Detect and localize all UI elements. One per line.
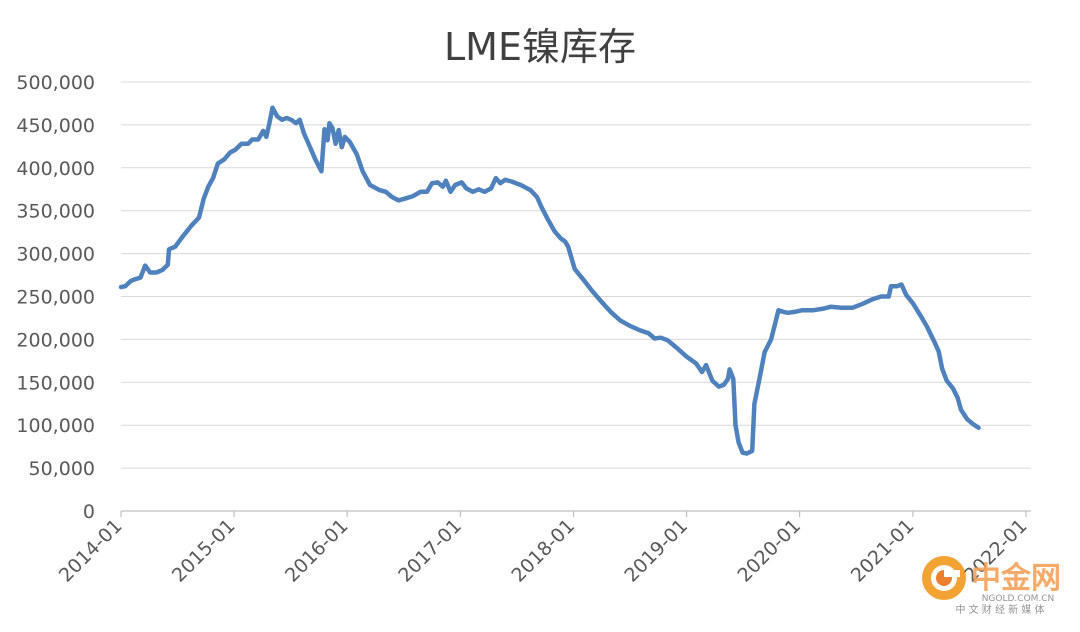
x-tick-label: 2021-01 xyxy=(847,515,919,587)
x-axis: 2014-01 2015-01 2016-01 2017-01 2018-01 2019-… xyxy=(55,510,1032,587)
x-tick-label: 2015-01 xyxy=(168,515,240,587)
x-tick-label: 2018-01 xyxy=(507,515,579,587)
watermark: 中金网 NGOLD.COM.CN 中 文 财 经 新 媒 体 xyxy=(922,556,1061,616)
y-tick-label: 400,000 xyxy=(16,158,95,180)
y-tick-label: 0 xyxy=(83,501,95,523)
y-tick-label: 100,000 xyxy=(16,415,95,437)
gridlines xyxy=(121,81,1031,469)
watermark-tagline: 中 文 财 经 新 媒 体 xyxy=(955,603,1044,616)
x-tick-label: 2016-01 xyxy=(281,515,353,587)
chart-title: LME镍库存 xyxy=(444,25,636,69)
y-tick-label: 450,000 xyxy=(16,115,95,137)
x-tick-label: 2019-01 xyxy=(620,515,692,587)
watermark-brand: 中金网 xyxy=(971,561,1061,596)
y-tick-label: 500,000 xyxy=(16,72,95,94)
watermark-url: NGOLD.COM.CN xyxy=(982,594,1055,604)
x-tick-label: 2014-01 xyxy=(55,515,127,587)
watermark-logo-icon xyxy=(922,556,966,600)
y-tick-label: 250,000 xyxy=(16,287,95,309)
series-layer xyxy=(118,105,981,456)
y-tick-label: 200,000 xyxy=(16,329,95,351)
x-tick-label: 2017-01 xyxy=(394,515,466,587)
y-tick-label: 350,000 xyxy=(16,201,95,223)
series-line xyxy=(118,105,981,456)
x-tick-label: 2020-01 xyxy=(733,515,805,587)
y-tick-label: 300,000 xyxy=(16,244,95,266)
y-tick-label: 50,000 xyxy=(29,458,95,480)
y-axis: 0 50,000 100,000 150,000 200,000 250,000 300,0… xyxy=(16,72,95,523)
y-tick-label: 150,000 xyxy=(16,372,95,394)
